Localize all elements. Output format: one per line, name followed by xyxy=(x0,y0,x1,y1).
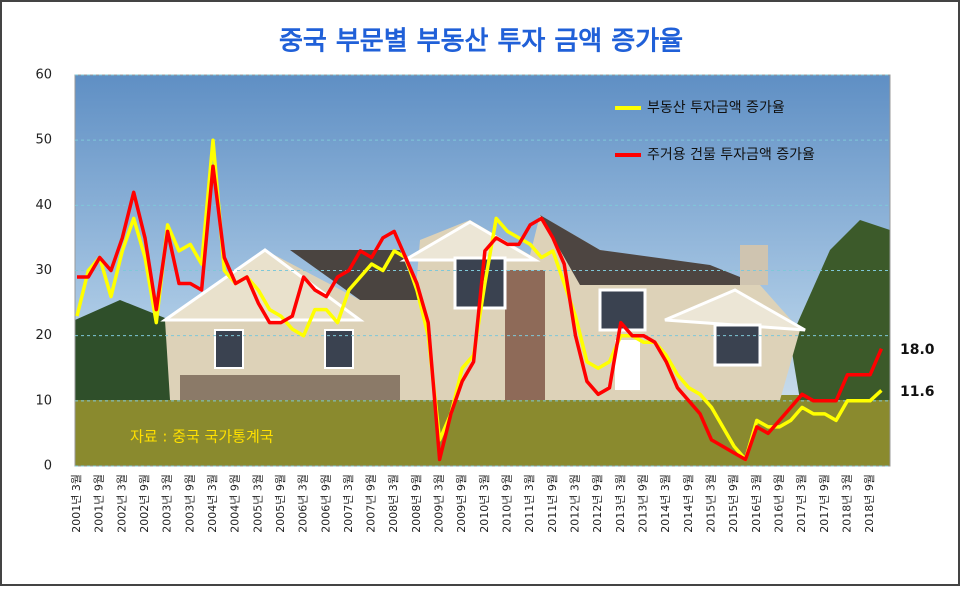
x-tick-label: 2009년 9월 xyxy=(455,474,468,533)
x-tick-label: 2002년 3월 xyxy=(115,474,128,533)
y-tick-label: 0 xyxy=(44,459,52,474)
x-tick-label: 2015년 9월 xyxy=(727,474,740,533)
x-tick-label: 2015년 3월 xyxy=(704,474,717,533)
annotation: 11.6 xyxy=(900,384,935,400)
x-tick-label: 2012년 9월 xyxy=(591,474,604,533)
x-tick-label: 2003년 3월 xyxy=(161,474,174,533)
legend-label: 주거용 건물 투자금액 증가율 xyxy=(647,147,815,163)
x-tick-label: 2018년 9월 xyxy=(863,474,876,533)
y-tick-label: 20 xyxy=(35,328,52,343)
x-tick-label: 2010년 9월 xyxy=(501,474,514,533)
x-tick-label: 2007년 3월 xyxy=(342,474,355,533)
x-tick-label: 2007년 9월 xyxy=(365,474,378,533)
annotation: 자료 : 중국 국가통계국 xyxy=(130,428,274,446)
x-tick-label: 2006년 9월 xyxy=(319,474,332,533)
x-tick-label: 2008년 3월 xyxy=(387,474,400,533)
x-tick-label: 2001년 9월 xyxy=(93,474,106,533)
x-tick-label: 2001년 3월 xyxy=(70,474,83,533)
x-tick-label: 2014년 9월 xyxy=(682,474,695,533)
lines xyxy=(75,138,884,462)
legend-label: 부동산 투자금액 증가율 xyxy=(647,100,785,116)
x-tick-label: 2011년 9월 xyxy=(546,474,559,533)
x-tick-label: 2010년 3월 xyxy=(478,474,491,533)
line xyxy=(77,164,884,462)
y-tick-label: 30 xyxy=(35,263,52,278)
x-tick-label: 2004년 3월 xyxy=(206,474,219,533)
x-tick-label: 2003년 9월 xyxy=(183,474,196,533)
x-tick-label: 2006년 3월 xyxy=(297,474,310,533)
x-tick-label: 2002년 9월 xyxy=(138,474,151,533)
x-tick-label: 2005년 9월 xyxy=(274,474,287,533)
chart-title: 중국 부문별 부동산 투자 금액 증가율 xyxy=(279,27,683,57)
x-tick-label: 2008년 9월 xyxy=(410,474,423,533)
y-tick-label: 10 xyxy=(35,393,52,408)
x-tick-label: 2016년 3월 xyxy=(750,474,763,533)
x-tick-label: 2005년 3월 xyxy=(251,474,264,533)
x-tick-label: 2018년 3월 xyxy=(840,474,853,533)
x-tick-label: 2004년 9월 xyxy=(229,474,242,533)
x-tick-label: 2014년 3월 xyxy=(659,474,672,533)
annotation: 18.0 xyxy=(900,342,935,358)
x-tick-label: 2017년 3월 xyxy=(795,474,808,533)
labels: 0 10 20 30 40 50 60 2001년 3월 2001년 9월 2002년 3월 200… xyxy=(35,68,934,533)
x-tick-label: 2012년 3월 xyxy=(569,474,582,533)
x-tick-label: 2017년 9월 xyxy=(818,474,831,533)
x-tick-label: 2016년 9월 xyxy=(772,474,785,533)
y-tick-label: 40 xyxy=(35,198,52,213)
x-tick-label: 2013년 3월 xyxy=(614,474,627,533)
x-tick-label: 2011년 3월 xyxy=(523,474,536,533)
grid xyxy=(75,74,890,467)
x-tick-label: 2013년 9월 xyxy=(637,474,650,533)
y-tick-label: 60 xyxy=(35,68,52,83)
x-tick-label: 2009년 3월 xyxy=(433,474,446,533)
y-tick-label: 50 xyxy=(35,133,52,148)
